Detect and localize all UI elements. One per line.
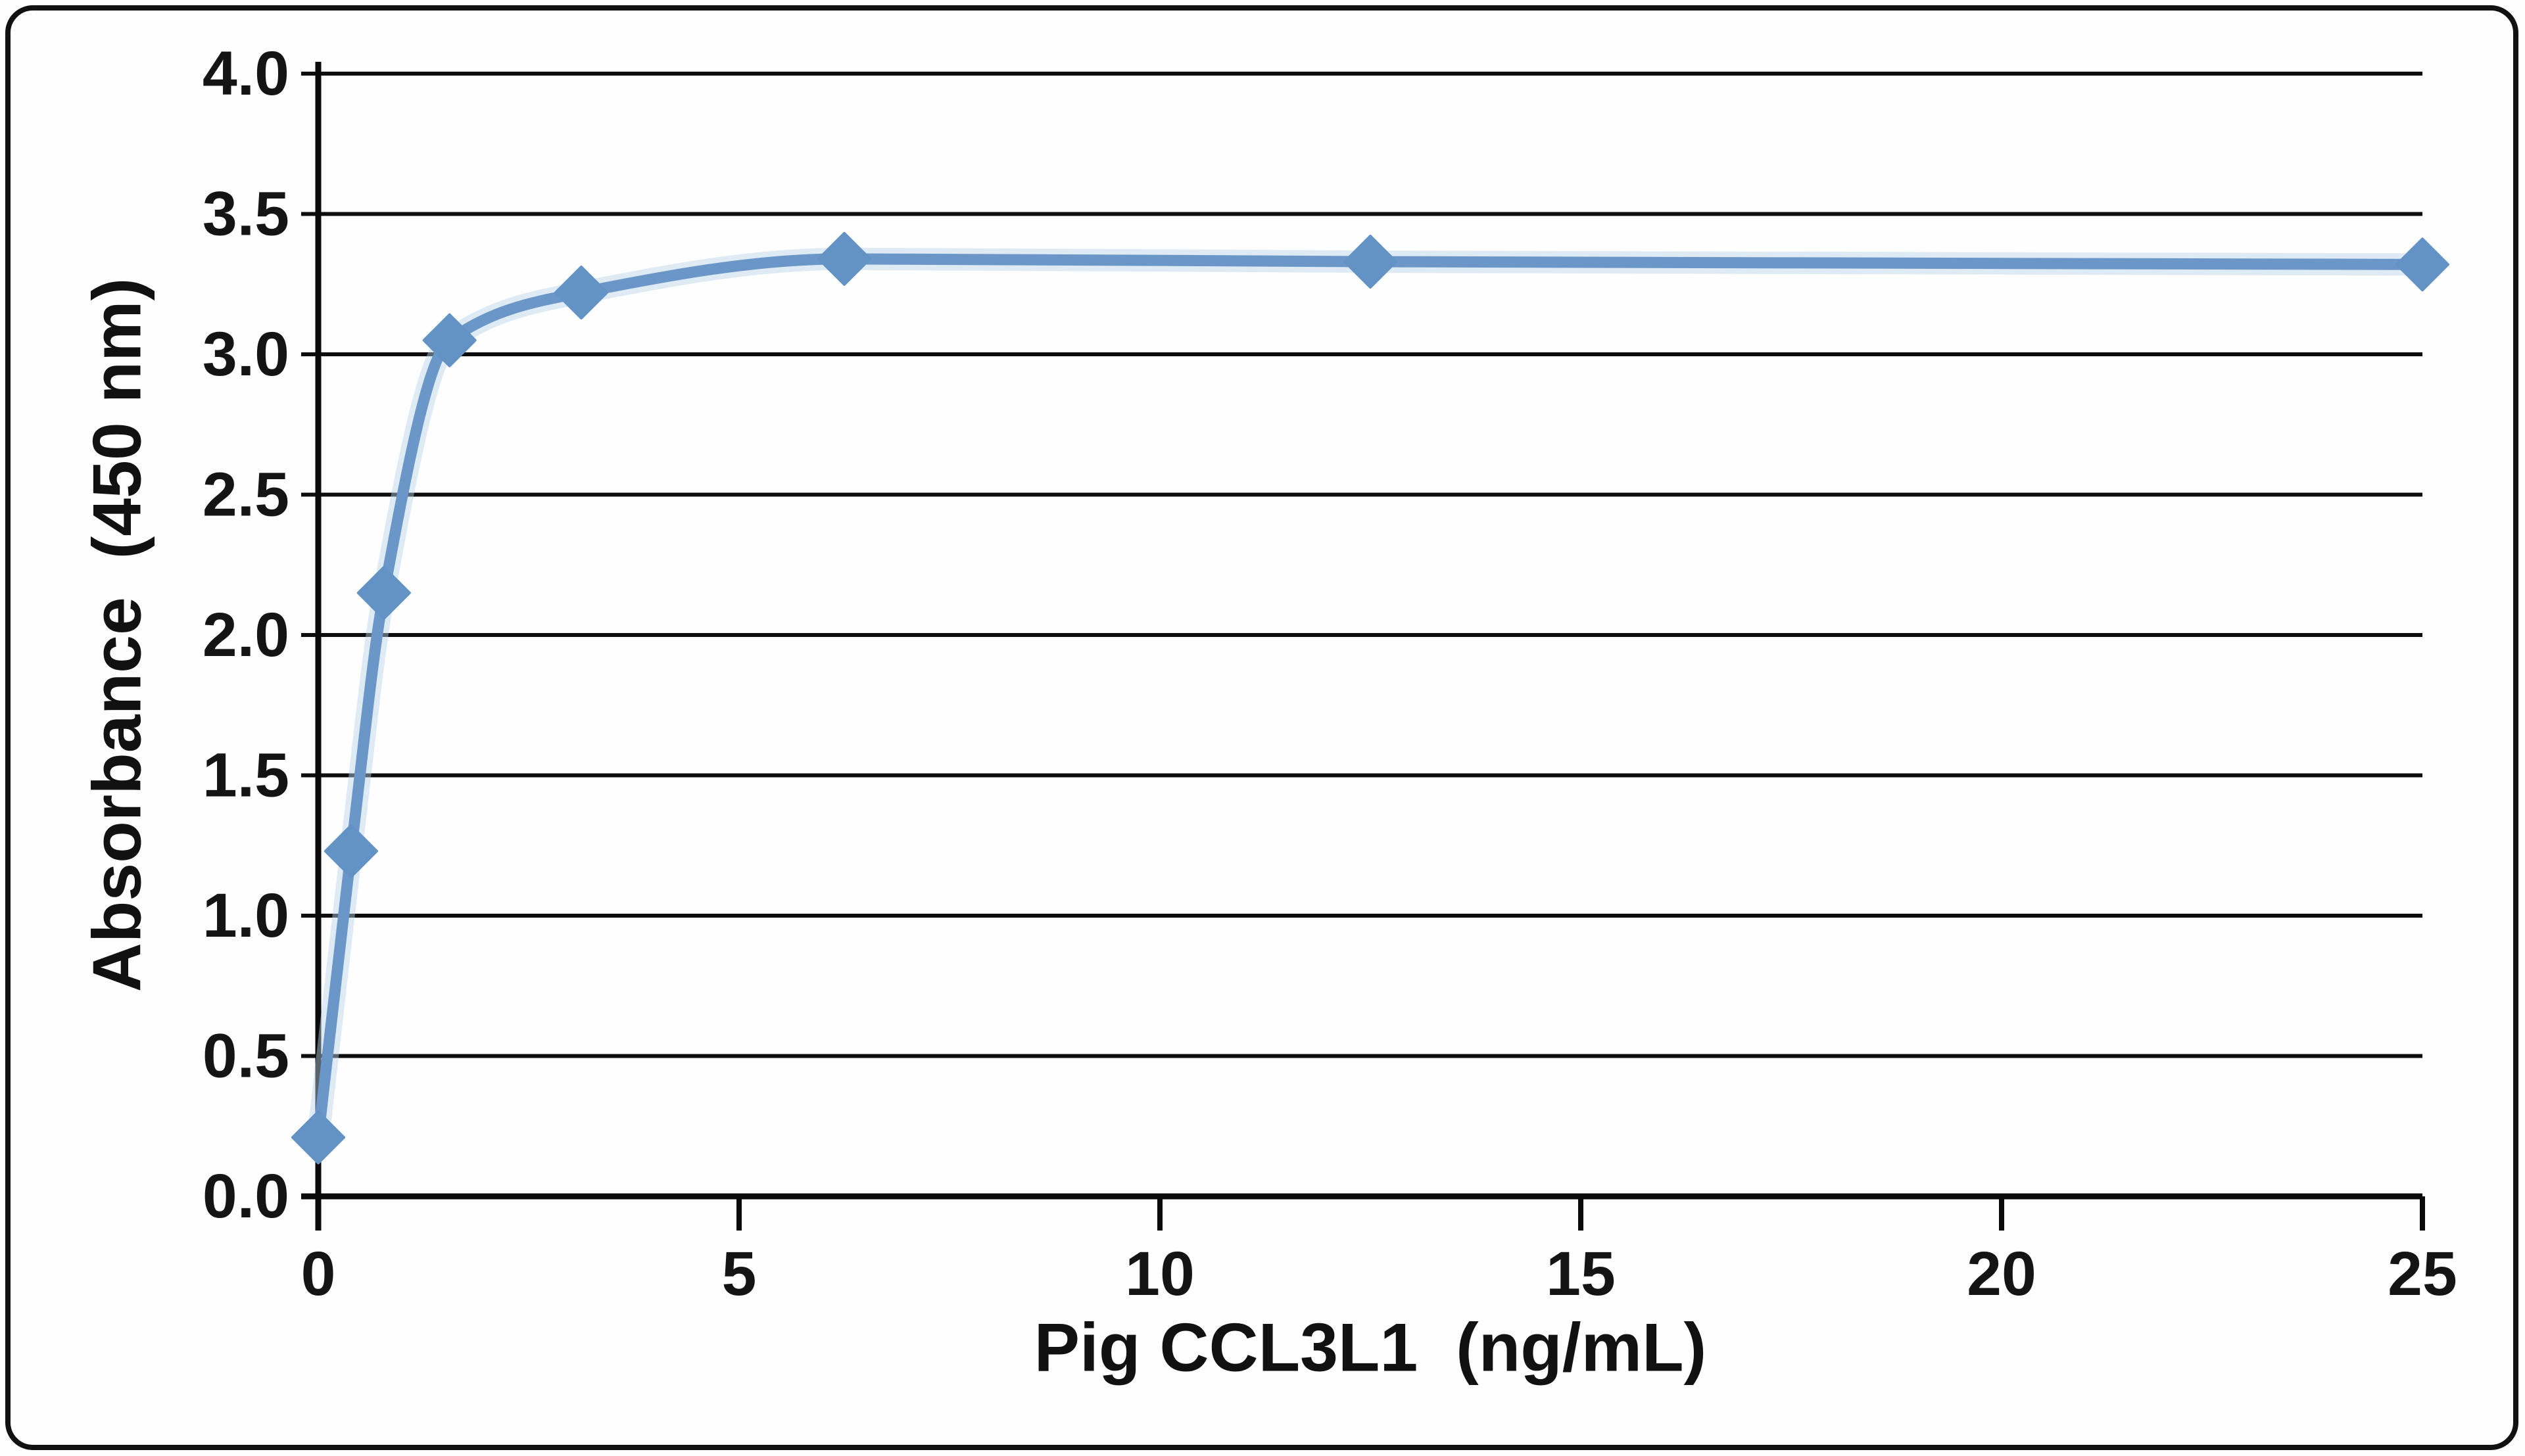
series-line [312,253,2428,1143]
x-tick-label: 15 [1546,1239,1616,1309]
x-tick-labels: 0 5 10 15 20 25 [301,1239,2457,1309]
x-tick-label: 5 [722,1239,757,1309]
data-point-marker [422,313,477,367]
x-tick-label: 20 [1967,1239,2036,1309]
gridlines [301,72,2422,1200]
y-tick-label: 4.0 [203,39,289,108]
data-point-marker [1343,235,1397,289]
data-point-marker [2395,237,2449,292]
data-point-marker [817,231,871,286]
data-point-marker [324,824,378,878]
series-markers [291,231,2449,1165]
y-tick-label: 1.0 [203,881,289,951]
x-axis-title: Pig CCL3L1 (ng/mL) [1034,1309,1707,1386]
y-tick-label: 1.5 [203,741,289,810]
y-tick-label: 2.5 [203,460,289,530]
y-tick-labels: 0.0 0.5 1.0 1.5 2.0 2.5 3.0 3.5 4.0 [203,39,289,1231]
series-line-halo [307,247,2434,1149]
y-tick-label: 3.0 [203,319,289,389]
data-point-marker [356,565,411,620]
x-tick-label: 10 [1125,1239,1195,1309]
chart-frame [5,5,2518,1450]
y-axis-title: Absorbance (450 nm) [79,278,155,993]
x-tick-marks [316,1196,2425,1231]
y-tick-label: 3.5 [203,179,289,249]
y-tick-label: 2.0 [203,600,289,670]
y-tick-label: 0.0 [203,1162,289,1231]
data-point-marker [554,266,608,320]
y-tick-label: 0.5 [203,1022,289,1091]
x-tick-label: 25 [2388,1239,2457,1309]
x-tick-label: 0 [301,1239,336,1309]
data-point-marker [291,1110,345,1165]
